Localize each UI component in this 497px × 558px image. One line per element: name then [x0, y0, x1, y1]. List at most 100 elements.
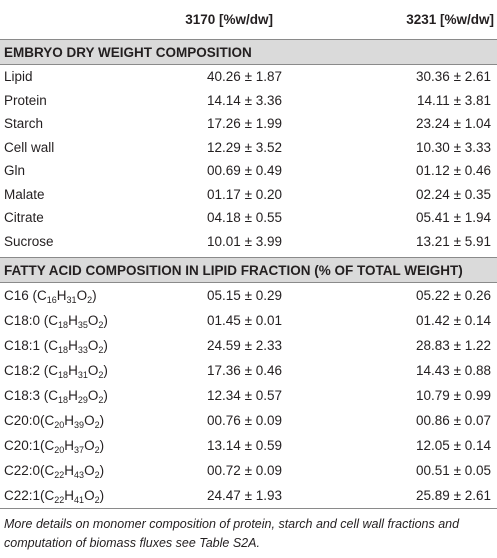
value-3170: 13.14 ± 0.59	[207, 438, 282, 453]
row-label: C20:1(C20H37O2)	[4, 438, 105, 455]
value-3170: 12.29 ± 3.52	[207, 139, 282, 155]
value-3231: 23.24 ± 1.04	[416, 116, 491, 132]
value-3231: 14.43 ± 0.88	[416, 363, 491, 378]
value-3231: 12.05 ± 0.14	[416, 438, 491, 453]
table-row: C18:3 (C18H29O2) 12.34 ± 0.57 10.79 ± 0.99	[0, 383, 497, 408]
fatty-acid-name: C18:3	[4, 388, 41, 403]
fatty-acid-name: C16	[4, 288, 29, 303]
value-3231: 01.42 ± 0.14	[416, 313, 491, 328]
table-body: EMBRYO DRY WEIGHT COMPOSITION Lipid 40.26 …	[0, 39, 497, 509]
table-row: C20:1(C20H37O2) 13.14 ± 0.59 12.05 ± 0.14	[0, 433, 497, 458]
formula-h-count: 35	[77, 320, 88, 330]
value-3231: 02.24 ± 0.35	[416, 186, 491, 202]
table-row: C18:2 (C18H31O2) 17.36 ± 0.46 14.43 ± 0.88	[0, 358, 497, 383]
table-row: Malate 01.17 ± 0.20 02.24 ± 0.35	[0, 183, 497, 207]
formula-o-count: 2	[94, 445, 100, 455]
section-header-row: FATTY ACID COMPOSITION IN LIPID FRACTION…	[0, 257, 497, 283]
composition-table: 3170 [%w/dw] 3231 [%w/dw] EMBRYO DRY WEI…	[0, 0, 497, 509]
value-3231: 14.11 ± 3.81	[417, 92, 491, 108]
value-3231: 13.21 ± 5.91	[416, 233, 491, 249]
row-label: C18:1 (C18H33O2)	[4, 338, 108, 355]
formula-o-count: 2	[87, 295, 93, 305]
row-label: C20:0(C20H39O2)	[4, 413, 105, 430]
value-3231: 05.41 ± 1.94	[416, 210, 491, 226]
table-row: Gln 00.69 ± 0.49 01.12 ± 0.46	[0, 159, 497, 183]
row-label: Starch	[4, 116, 44, 132]
value-3231: 10.30 ± 3.33	[416, 139, 491, 155]
value-3231: 00.86 ± 0.07	[416, 413, 491, 428]
header-row: 3170 [%w/dw] 3231 [%w/dw]	[0, 0, 497, 40]
row-label: Gln	[4, 163, 26, 179]
formula-h-count: 41	[74, 495, 85, 505]
fatty-acid-name: C18:2	[4, 363, 41, 378]
section-title: FATTY ACID COMPOSITION IN LIPID FRACTION…	[0, 257, 497, 283]
fatty-acid-name: C20:0	[4, 413, 41, 428]
header-cell-3231: 3231 [%w/dw]	[300, 0, 497, 40]
fatty-acid-name: C22:1	[4, 488, 41, 503]
value-3231: 30.36 ± 2.61	[416, 69, 491, 85]
fatty-acid-name: C18:1	[4, 338, 41, 353]
formula-c-count: 18	[58, 345, 69, 355]
formula-h-count: 43	[74, 470, 85, 480]
section-title: EMBRYO DRY WEIGHT COMPOSITION	[0, 39, 497, 65]
formula-h-count: 31	[66, 295, 77, 305]
value-3231: 10.79 ± 0.99	[416, 388, 491, 403]
formula-h-count: 31	[77, 370, 88, 380]
table-row: Citrate 04.18 ± 0.55 05.41 ± 1.94	[0, 206, 497, 230]
formula-o-count: 2	[94, 495, 100, 505]
row-label: Sucrose	[4, 233, 54, 249]
value-3170: 14.14 ± 3.36	[207, 92, 282, 108]
formula-c-count: 16	[46, 295, 57, 305]
row-label: C18:3 (C18H29O2)	[4, 388, 108, 405]
value-3170: 00.76 ± 0.09	[207, 413, 282, 428]
value-3170: 00.69 ± 0.49	[207, 163, 282, 179]
row-label: Protein	[4, 92, 47, 108]
header-cell-label	[0, 0, 146, 40]
fatty-acid-name: C22:0	[4, 463, 41, 478]
label-gap	[40, 338, 44, 353]
formula-c-count: 20	[54, 420, 65, 430]
row-label: C18:0 (C18H35O2)	[4, 313, 108, 330]
value-3170: 01.45 ± 0.01	[207, 313, 282, 328]
table-row: Protein 14.14 ± 3.36 14.11 ± 3.81	[0, 89, 497, 113]
value-3231: 25.89 ± 2.61	[300, 483, 497, 509]
label-gap	[40, 313, 44, 328]
table-row: C18:0 (C18H35O2) 01.45 ± 0.01 01.42 ± 0.14	[0, 308, 497, 333]
formula-o-count: 2	[98, 395, 104, 405]
value-3170: 17.36 ± 0.46	[207, 363, 282, 378]
formula-c-count: 18	[58, 320, 69, 330]
value-3231: 28.83 ± 1.22	[416, 338, 491, 353]
formula-h-count: 29	[77, 395, 88, 405]
table-footnote: More details on monomer composition of p…	[4, 517, 460, 550]
table-row: C22:0(C22H43O2) 00.72 ± 0.09 00.51 ± 0.05	[0, 458, 497, 483]
formula-o-count: 2	[98, 345, 104, 355]
formula-c-count: 18	[58, 370, 69, 380]
value-3170: 40.26 ± 1.87	[207, 69, 282, 85]
value-3170: 24.59 ± 2.33	[207, 338, 282, 353]
formula-c-count: 22	[54, 470, 65, 480]
value-3170: 01.17 ± 0.20	[207, 186, 282, 202]
value-3231: 05.22 ± 0.26	[416, 288, 491, 303]
value-3231: 00.51 ± 0.05	[416, 463, 491, 478]
label-gap	[40, 363, 44, 378]
row-label: Lipid	[4, 69, 33, 85]
table-row: Sucrose 10.01 ± 3.99 13.21 ± 5.91	[0, 230, 497, 254]
table-row: C22:1(C22H41O2) 24.47 ± 1.93 25.89 ± 2.61	[0, 483, 497, 509]
row-label: Malate	[4, 186, 45, 202]
table-row: C20:0(C20H39O2) 00.76 ± 0.09 00.86 ± 0.07	[0, 408, 497, 433]
label-gap	[40, 388, 44, 403]
value-3170: 12.34 ± 0.57	[207, 388, 282, 403]
section-header-row: EMBRYO DRY WEIGHT COMPOSITION	[0, 39, 497, 65]
value-3170: 04.18 ± 0.55	[207, 210, 282, 226]
table-row: C16 (C16H31O2) 05.15 ± 0.29 05.22 ± 0.26	[0, 283, 497, 309]
value-3231: 01.12 ± 0.46	[416, 163, 491, 179]
table-row: Cell wall 12.29 ± 3.52 10.30 ± 3.33	[0, 136, 497, 160]
formula-h-count: 39	[74, 420, 85, 430]
value-3170: 24.47 ± 1.93	[146, 483, 300, 509]
row-label: C22:0(C22H43O2)	[4, 463, 105, 480]
value-3170: 00.72 ± 0.09	[207, 463, 282, 478]
formula-o-count: 2	[94, 420, 100, 430]
value-3170: 17.26 ± 1.99	[207, 116, 282, 132]
header-cell-3170: 3170 [%w/dw]	[146, 0, 300, 40]
formula-o-count: 2	[98, 320, 104, 330]
